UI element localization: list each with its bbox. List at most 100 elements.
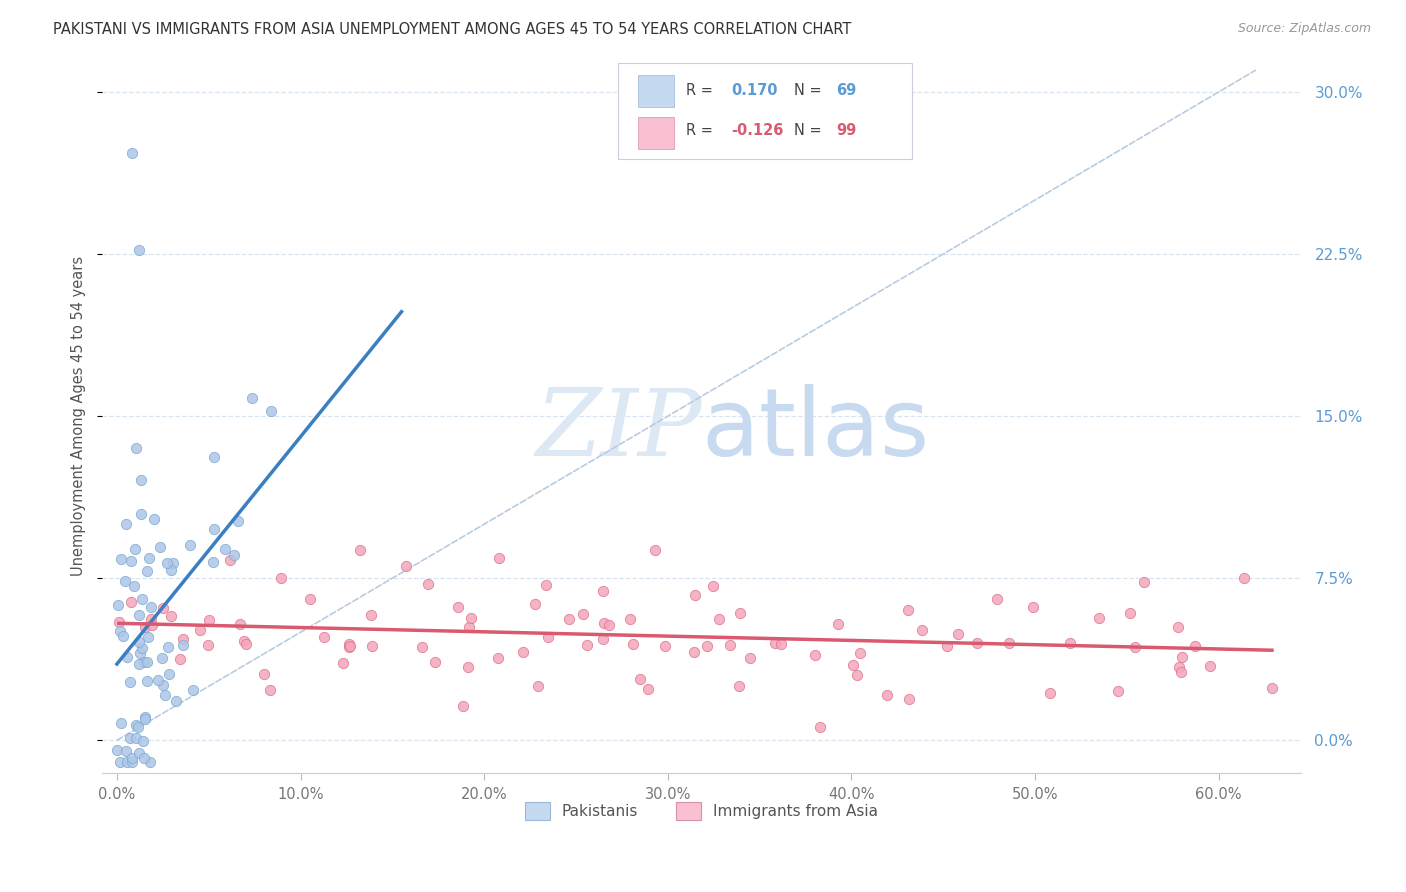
Point bbox=[512, 644, 534, 658]
Point bbox=[763, 636, 786, 650]
Point bbox=[128, 635, 150, 649]
Point bbox=[654, 639, 676, 653]
Point bbox=[129, 646, 152, 660]
Point bbox=[447, 599, 470, 614]
Point bbox=[842, 657, 865, 672]
Point bbox=[134, 712, 156, 726]
Point bbox=[105, 743, 128, 757]
Point bbox=[683, 645, 706, 659]
Point bbox=[259, 682, 281, 697]
Point bbox=[619, 612, 641, 626]
Point bbox=[131, 641, 153, 656]
Point bbox=[157, 640, 180, 654]
Text: R =: R = bbox=[686, 83, 717, 98]
Point bbox=[769, 637, 792, 651]
Point bbox=[1184, 640, 1206, 654]
Point bbox=[1022, 599, 1045, 614]
Point bbox=[936, 639, 959, 653]
Point bbox=[621, 637, 644, 651]
Point bbox=[160, 563, 183, 577]
Point bbox=[1167, 620, 1189, 634]
Point bbox=[141, 600, 163, 615]
Point bbox=[451, 698, 474, 713]
Point bbox=[135, 673, 157, 688]
Point bbox=[149, 540, 172, 554]
Point bbox=[152, 601, 174, 615]
FancyBboxPatch shape bbox=[638, 75, 673, 107]
Point bbox=[827, 616, 849, 631]
Point bbox=[134, 655, 156, 669]
Point bbox=[299, 592, 322, 607]
Text: R =: R = bbox=[686, 123, 717, 138]
Point bbox=[524, 597, 547, 611]
Text: N =: N = bbox=[794, 83, 827, 98]
Point bbox=[1261, 681, 1284, 696]
Point bbox=[339, 639, 361, 653]
Text: 0.170: 0.170 bbox=[731, 83, 778, 98]
Point bbox=[1039, 686, 1062, 700]
Point bbox=[128, 607, 150, 622]
Point bbox=[127, 720, 149, 734]
Point bbox=[845, 668, 868, 682]
Point bbox=[172, 632, 194, 646]
Point bbox=[141, 618, 163, 632]
Point bbox=[121, 755, 143, 769]
Point bbox=[129, 507, 152, 521]
Point bbox=[718, 639, 741, 653]
Point bbox=[153, 688, 176, 702]
Point bbox=[150, 650, 173, 665]
Point bbox=[128, 243, 150, 257]
Point bbox=[966, 636, 988, 650]
Point bbox=[683, 588, 706, 602]
Point bbox=[728, 679, 751, 693]
Point bbox=[411, 640, 433, 654]
Point bbox=[897, 603, 920, 617]
Y-axis label: Unemployment Among Ages 45 to 54 years: Unemployment Among Ages 45 to 54 years bbox=[72, 256, 86, 576]
Point bbox=[156, 556, 179, 570]
Text: atlas: atlas bbox=[702, 384, 929, 476]
Point bbox=[169, 652, 191, 666]
Text: 69: 69 bbox=[837, 83, 856, 98]
Legend: Pakistanis, Immigrants from Asia: Pakistanis, Immigrants from Asia bbox=[519, 796, 884, 826]
Point bbox=[124, 579, 146, 593]
Point bbox=[240, 391, 263, 405]
Text: ZIP: ZIP bbox=[536, 385, 702, 475]
Point bbox=[107, 615, 129, 629]
Point bbox=[1087, 611, 1109, 625]
Point bbox=[118, 675, 141, 690]
Point bbox=[637, 681, 659, 696]
Text: PAKISTANI VS IMMIGRANTS FROM ASIA UNEMPLOYMENT AMONG AGES 45 TO 54 YEARS CORRELA: PAKISTANI VS IMMIGRANTS FROM ASIA UNEMPL… bbox=[53, 22, 852, 37]
Point bbox=[124, 541, 146, 556]
Point bbox=[360, 640, 382, 654]
Point bbox=[997, 636, 1019, 650]
Point bbox=[214, 542, 236, 557]
Point bbox=[593, 615, 616, 630]
Point bbox=[121, 145, 143, 160]
Point bbox=[808, 720, 831, 734]
Point bbox=[181, 682, 204, 697]
Point bbox=[198, 614, 221, 628]
Point bbox=[1123, 640, 1146, 654]
Point bbox=[108, 624, 131, 638]
Point bbox=[132, 733, 155, 747]
Point bbox=[110, 716, 132, 731]
Point bbox=[332, 656, 354, 670]
Point bbox=[575, 638, 598, 652]
Point bbox=[349, 543, 371, 558]
Point bbox=[107, 598, 129, 612]
Point bbox=[460, 610, 482, 624]
Point bbox=[152, 678, 174, 692]
Text: 99: 99 bbox=[837, 123, 856, 138]
Point bbox=[1133, 574, 1156, 589]
Point bbox=[897, 692, 920, 706]
Point bbox=[235, 637, 257, 651]
Point bbox=[910, 623, 932, 637]
Point bbox=[572, 607, 595, 622]
Point bbox=[143, 511, 166, 525]
Point bbox=[270, 571, 292, 585]
Point bbox=[118, 731, 141, 746]
Point bbox=[707, 612, 730, 626]
Text: N =: N = bbox=[794, 123, 827, 138]
Point bbox=[139, 755, 162, 769]
Point bbox=[536, 577, 558, 591]
